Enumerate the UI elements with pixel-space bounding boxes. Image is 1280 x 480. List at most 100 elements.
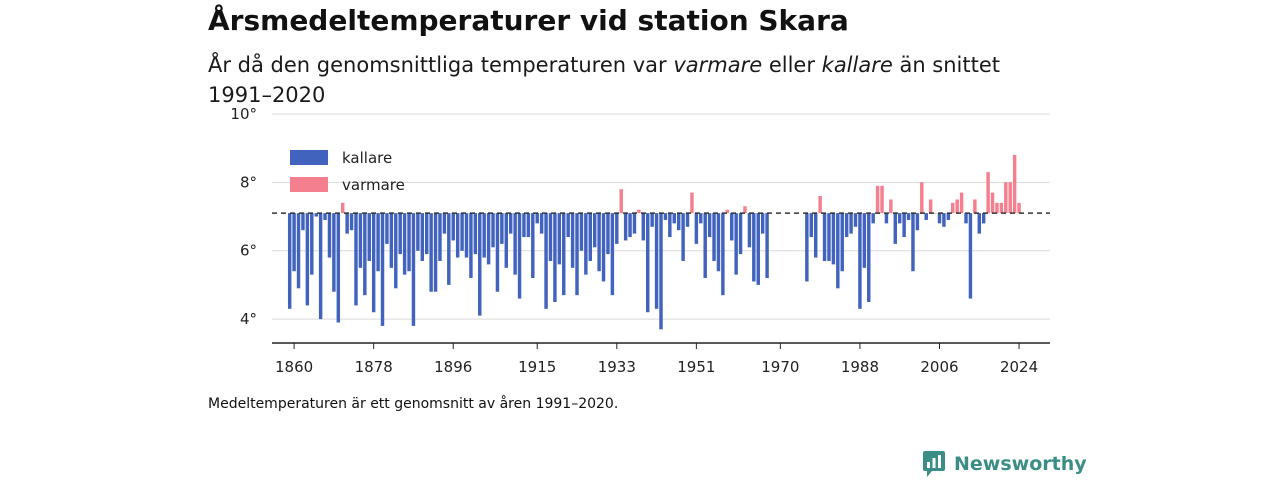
bar-varmare [973, 199, 977, 214]
bar-kallare [853, 213, 858, 227]
bar-varmare [951, 202, 955, 214]
bar-kallare [822, 213, 827, 261]
bar-kallare [486, 213, 491, 265]
bar-kallare [451, 213, 455, 241]
bar-kallare [544, 213, 548, 309]
bar-varmare [619, 189, 623, 214]
x-tick-label: 1933 [598, 358, 636, 376]
bar-kallare [363, 213, 367, 296]
bar-kallare [942, 213, 946, 227]
x-tick-label: 1915 [518, 358, 556, 376]
bar-kallare [915, 213, 920, 231]
x-tick-label: 1860 [275, 358, 313, 376]
bar-kallare [389, 213, 394, 268]
bar-kallare [539, 213, 544, 234]
bar-kallare [752, 213, 756, 282]
bar-kallare [535, 213, 539, 224]
bar-kallare [513, 213, 517, 275]
bar-kallare [867, 213, 871, 302]
subtitle-warmer: varmare [673, 53, 763, 77]
bar-kallare [924, 213, 928, 220]
bar-kallare [871, 213, 875, 224]
bar-kallare [601, 213, 606, 282]
bar-kallare [831, 213, 836, 265]
bar-kallare [332, 213, 336, 292]
bar-kallare [345, 213, 349, 234]
bar-kallare [531, 213, 535, 279]
bar-kallare [367, 213, 371, 261]
bar-kallare [694, 213, 699, 244]
bar-kallare [491, 213, 495, 248]
bar-varmare [725, 209, 730, 214]
bar-varmare [928, 199, 933, 214]
brand-logo[interactable]: Newsworthy [922, 450, 1087, 478]
bar-kallare [442, 213, 447, 234]
bar-varmare [990, 192, 995, 214]
bar-kallare [712, 213, 716, 261]
bar-kallare [756, 213, 760, 285]
bar-kallare [663, 213, 668, 220]
bar-varmare [875, 185, 880, 214]
bar-kallare [646, 213, 650, 313]
bar-kallare [398, 213, 402, 255]
bar-kallare [411, 213, 416, 326]
bar-kallare [805, 213, 809, 282]
bar-kallare [433, 213, 438, 292]
bar-varmare [690, 192, 694, 214]
bar-varmare [1017, 202, 1021, 214]
legend-label-kallare: kallare [342, 149, 392, 167]
bar-kallare [473, 213, 478, 255]
bar-kallare [495, 213, 500, 292]
bar-kallare [327, 213, 332, 258]
bar-kallare [455, 213, 460, 258]
bar-kallare [809, 213, 814, 238]
bar-kallare [508, 213, 513, 234]
bar-kallare [703, 213, 707, 279]
bar-kallare [336, 213, 341, 323]
bar-kallare [385, 213, 389, 244]
bar-kallare [650, 213, 654, 227]
bar-kallare [659, 213, 663, 330]
x-tick-label: 1970 [761, 358, 799, 376]
bar-kallare [902, 213, 906, 238]
footnote: Medeltemperaturen är ett genomsnitt av å… [208, 396, 619, 412]
bar-kallare [747, 213, 752, 248]
bar-kallare [858, 213, 862, 309]
bar-kallare [981, 213, 986, 224]
y-tick-label: 10° [230, 105, 257, 123]
legend-swatch-varmare [290, 177, 328, 192]
bar-kallare [318, 213, 323, 320]
bar-kallare [575, 213, 579, 296]
bar-varmare [1004, 182, 1008, 214]
bar-kallare [937, 213, 942, 224]
x-tick-label: 1988 [841, 358, 879, 376]
bar-varmare [743, 206, 747, 214]
subtitle-colder: kallare [821, 53, 893, 77]
y-tick-label: 6° [240, 242, 257, 260]
bar-varmare [986, 172, 990, 214]
y-tick-label: 4° [240, 310, 257, 328]
bar-varmare [889, 199, 893, 214]
bar-kallare [579, 213, 584, 251]
x-tick-label: 1896 [434, 358, 472, 376]
newsworthy-logo-icon [923, 451, 945, 477]
bar-kallare [429, 213, 433, 292]
bar-varmare [1008, 182, 1012, 214]
bar-kallare [844, 213, 849, 238]
bar-kallare [447, 213, 451, 285]
brand-name: Newsworthy [954, 453, 1087, 475]
bar-kallare [628, 213, 632, 238]
bar-kallare [584, 213, 588, 275]
subtitle-part3: än snittet 1991–2020 [208, 53, 1001, 107]
bar-kallare [968, 213, 973, 299]
legend-label-varmare: varmare [342, 176, 405, 194]
bar-kallare [310, 213, 314, 275]
bar-kallare [305, 213, 310, 306]
bar-kallare [371, 213, 376, 313]
bar-kallare [464, 213, 469, 258]
bar-kallare [610, 213, 615, 296]
bar-kallare [906, 213, 911, 220]
bar-kallare [884, 213, 889, 224]
bar-kallare [407, 213, 411, 272]
bar-kallare [897, 213, 902, 224]
